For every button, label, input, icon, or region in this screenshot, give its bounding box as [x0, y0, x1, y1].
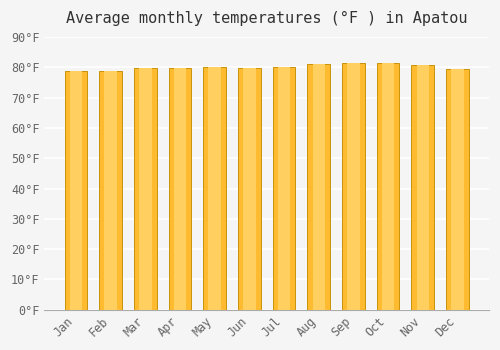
Title: Average monthly temperatures (°F ) in Apatou: Average monthly temperatures (°F ) in Ap…: [66, 11, 468, 26]
Bar: [342, 63, 364, 310]
Bar: [139, 68, 151, 310]
Bar: [100, 71, 122, 310]
Bar: [272, 67, 295, 310]
Bar: [347, 63, 360, 310]
Bar: [377, 63, 400, 310]
Bar: [70, 71, 82, 310]
Bar: [451, 69, 464, 310]
Bar: [168, 68, 192, 310]
Bar: [382, 63, 394, 310]
Bar: [446, 69, 468, 310]
Bar: [204, 67, 226, 310]
Bar: [278, 67, 290, 310]
Bar: [412, 65, 434, 310]
Bar: [104, 71, 117, 310]
Bar: [308, 64, 330, 310]
Bar: [64, 71, 87, 310]
Bar: [134, 68, 156, 310]
Bar: [238, 68, 260, 310]
Bar: [312, 64, 325, 310]
Bar: [416, 65, 429, 310]
Bar: [208, 67, 221, 310]
Bar: [243, 68, 256, 310]
Bar: [174, 68, 186, 310]
